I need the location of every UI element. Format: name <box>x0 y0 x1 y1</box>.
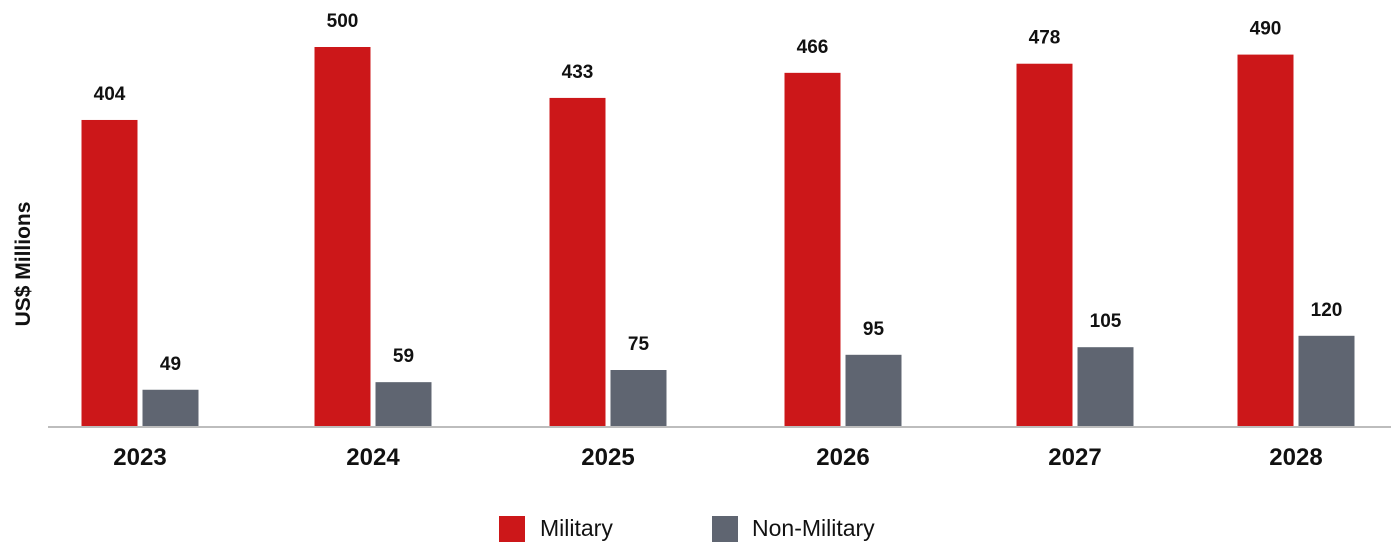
data-label-military-2027: 478 <box>1029 28 1061 49</box>
data-label-non-military-2024: 59 <box>393 346 414 367</box>
bar-military-2026 <box>784 72 841 427</box>
data-label-non-military-2027: 105 <box>1090 311 1122 332</box>
bar-military-2023 <box>81 119 138 428</box>
bar-non-military-2027 <box>1077 347 1134 427</box>
data-label-military-2023: 404 <box>94 84 126 105</box>
data-label-military-2025: 433 <box>562 62 594 83</box>
x-tick-label-2026: 2026 <box>816 444 869 471</box>
legend-swatch-military <box>499 516 525 542</box>
bar-non-military-2026 <box>845 354 902 427</box>
x-tick-label-2028: 2028 <box>1269 444 1322 471</box>
bar-non-military-2023 <box>142 389 199 427</box>
data-label-non-military-2023: 49 <box>160 354 181 375</box>
bar-non-military-2025 <box>610 370 667 427</box>
x-tick-label-2025: 2025 <box>581 444 634 471</box>
data-label-non-military-2026: 95 <box>863 319 885 340</box>
bar-non-military-2024 <box>375 382 432 427</box>
legend: Military Non-Military <box>499 515 875 542</box>
legend-label-military: Military <box>540 515 613 541</box>
data-label-military-2028: 490 <box>1250 19 1282 40</box>
x-tick-label-2027: 2027 <box>1048 444 1101 471</box>
x-tick-labels: 2023 2024 2025 2026 2027 2028 <box>113 444 1322 471</box>
y-axis-title: US$ Millions <box>12 202 35 327</box>
x-tick-label-2023: 2023 <box>113 444 166 471</box>
bar-military-2027 <box>1016 63 1073 427</box>
data-labels-layer: 404 49 500 59 433 75 466 95 478 105 490 120 <box>94 11 1343 375</box>
bars-layer <box>81 47 1355 428</box>
data-label-non-military-2025: 75 <box>628 334 650 355</box>
data-label-military-2024: 500 <box>327 11 359 32</box>
legend-label-non-military: Non-Military <box>752 515 875 541</box>
bar-military-2028 <box>1237 54 1294 427</box>
x-tick-label-2024: 2024 <box>346 444 400 471</box>
bar-non-military-2028 <box>1298 335 1355 427</box>
data-label-non-military-2028: 120 <box>1311 300 1343 321</box>
data-label-military-2026: 466 <box>797 37 829 58</box>
bar-military-2025 <box>549 97 606 428</box>
bar-military-2024 <box>314 47 371 427</box>
legend-swatch-non-military <box>712 516 738 542</box>
